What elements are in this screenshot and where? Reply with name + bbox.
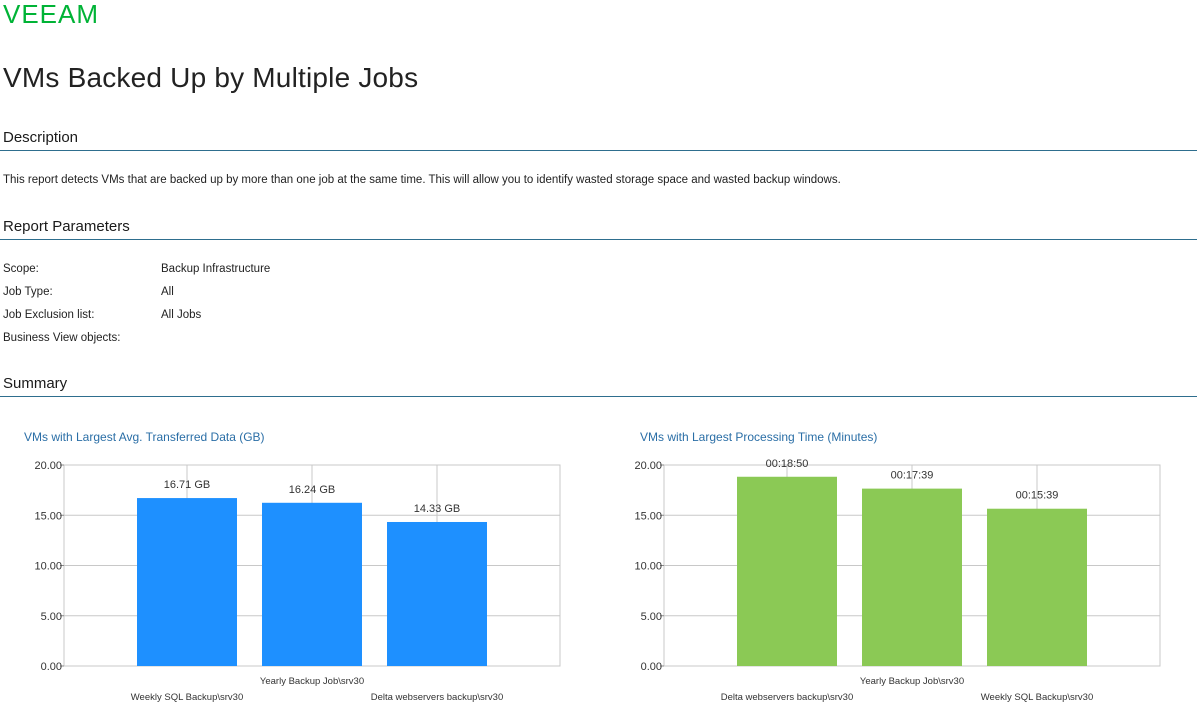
- x-category-label: Delta webservers backup\srv30: [721, 692, 854, 703]
- chart-processing-time: 0.00 5.00 10.00 15.00 20.00 00:18:50 Delta web…: [634, 458, 1161, 703]
- bar-data-label: 16.24 GB: [289, 484, 335, 496]
- chart-transferred-data-title: VMs with Largest Avg. Transferred Data (…: [24, 430, 265, 444]
- report-parameters-heading: Report Parameters: [3, 218, 130, 235]
- bar-data-label: 00:17:39: [891, 470, 934, 482]
- y-tick-label: 10.00: [634, 561, 662, 573]
- x-category-label: Weekly SQL Backup\srv30: [131, 692, 243, 703]
- y-tick-label: 15.00: [634, 510, 662, 522]
- summary-heading: Summary: [3, 375, 68, 392]
- bar-data-label: 00:15:39: [1016, 490, 1059, 502]
- param-scope-value: Backup Infrastructure: [161, 263, 271, 275]
- svg-text:VEEAM: VEEAM: [3, 2, 99, 28]
- bar: [987, 508, 1087, 666]
- bar-data-label: 14.33 GB: [414, 503, 460, 515]
- bar-data-label: 00:18:50: [766, 458, 809, 470]
- y-tick-label: 5.00: [641, 611, 662, 623]
- chart-processing-time-title: VMs with Largest Processing Time (Minute…: [640, 430, 878, 444]
- bar: [862, 488, 962, 666]
- bar: [387, 521, 487, 666]
- param-job-type-value: All: [161, 286, 174, 298]
- x-category-label: Weekly SQL Backup\srv30: [981, 692, 1093, 703]
- veeam-logo: VEEAM: [3, 2, 99, 28]
- bar-data-label: 16.71 GB: [164, 479, 210, 491]
- bar: [137, 498, 237, 666]
- y-tick-label: 20.00: [34, 460, 62, 472]
- y-tick-label: 20.00: [634, 460, 662, 472]
- description-heading: Description: [3, 129, 79, 146]
- x-category-label: Yearly Backup Job\srv30: [860, 676, 964, 687]
- description-text: This report detects VMs that are backed …: [3, 174, 841, 186]
- page-title: VMs Backed Up by Multiple Jobs: [3, 62, 419, 93]
- param-business-view-label: Business View objects:: [3, 332, 121, 344]
- x-category-label: Yearly Backup Job\srv30: [260, 676, 364, 687]
- param-scope-label: Scope:: [3, 263, 39, 275]
- description-divider: [0, 150, 1197, 151]
- y-tick-label: 15.00: [34, 510, 62, 522]
- y-tick-label: 10.00: [34, 561, 62, 573]
- report-parameters-divider: [0, 239, 1197, 240]
- summary-divider: [0, 396, 1197, 397]
- x-category-label: Delta webservers backup\srv30: [371, 692, 504, 703]
- chart-transferred-data: 0.00 5.00 10.00 15.00 20.00 16.71 GB Weekly SQ…: [34, 460, 561, 703]
- y-tick-label: 0.00: [641, 661, 662, 673]
- y-tick-label: 5.00: [41, 611, 62, 623]
- y-tick-label: 0.00: [41, 661, 62, 673]
- param-job-exclusion-value: All Jobs: [161, 309, 202, 321]
- bar: [737, 476, 837, 666]
- bar: [262, 502, 362, 666]
- param-job-type-label: Job Type:: [3, 286, 53, 298]
- param-job-exclusion-label: Job Exclusion list:: [3, 309, 95, 321]
